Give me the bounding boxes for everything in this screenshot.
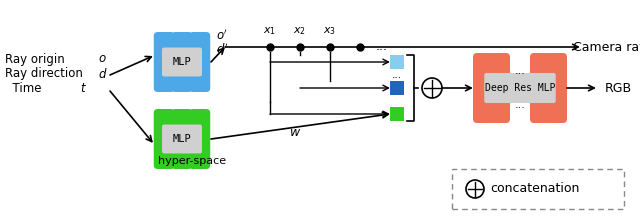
FancyBboxPatch shape: [473, 53, 494, 123]
Text: Camera ray: Camera ray: [573, 41, 640, 54]
FancyBboxPatch shape: [189, 32, 211, 92]
Text: MLP: MLP: [173, 57, 191, 67]
FancyBboxPatch shape: [154, 32, 175, 92]
Text: MLP: MLP: [173, 134, 191, 144]
FancyBboxPatch shape: [172, 32, 193, 92]
FancyBboxPatch shape: [390, 55, 404, 69]
FancyBboxPatch shape: [452, 169, 624, 209]
FancyBboxPatch shape: [172, 109, 193, 169]
FancyBboxPatch shape: [484, 73, 556, 103]
FancyBboxPatch shape: [530, 53, 551, 123]
FancyBboxPatch shape: [162, 125, 202, 153]
FancyBboxPatch shape: [489, 53, 510, 123]
Text: $x_3$: $x_3$: [323, 25, 337, 37]
Text: concatenation: concatenation: [490, 182, 579, 196]
Text: Time: Time: [5, 82, 42, 95]
Text: Ray origin: Ray origin: [5, 53, 65, 66]
Text: $d$: $d$: [95, 67, 108, 81]
FancyBboxPatch shape: [154, 109, 175, 169]
Text: Ray direction: Ray direction: [5, 67, 83, 81]
Text: Deep Res MLP: Deep Res MLP: [484, 83, 556, 93]
FancyBboxPatch shape: [162, 48, 202, 76]
Text: ...: ...: [392, 70, 402, 80]
FancyBboxPatch shape: [390, 81, 404, 95]
Text: $o$: $o$: [95, 53, 108, 66]
FancyBboxPatch shape: [390, 107, 404, 121]
Text: $t$: $t$: [77, 82, 88, 95]
Text: RGB: RGB: [604, 82, 632, 94]
Text: $d'$: $d'$: [216, 43, 228, 57]
FancyBboxPatch shape: [189, 109, 211, 169]
Text: ...: ...: [515, 66, 525, 76]
Text: hyper-space: hyper-space: [158, 156, 226, 166]
Text: $w$: $w$: [289, 125, 301, 138]
FancyBboxPatch shape: [546, 53, 567, 123]
Text: ...: ...: [515, 100, 525, 110]
Text: ...: ...: [376, 41, 388, 54]
Text: $o'$: $o'$: [216, 29, 228, 43]
Text: $x_1$: $x_1$: [264, 25, 276, 37]
Text: $x_2$: $x_2$: [294, 25, 307, 37]
